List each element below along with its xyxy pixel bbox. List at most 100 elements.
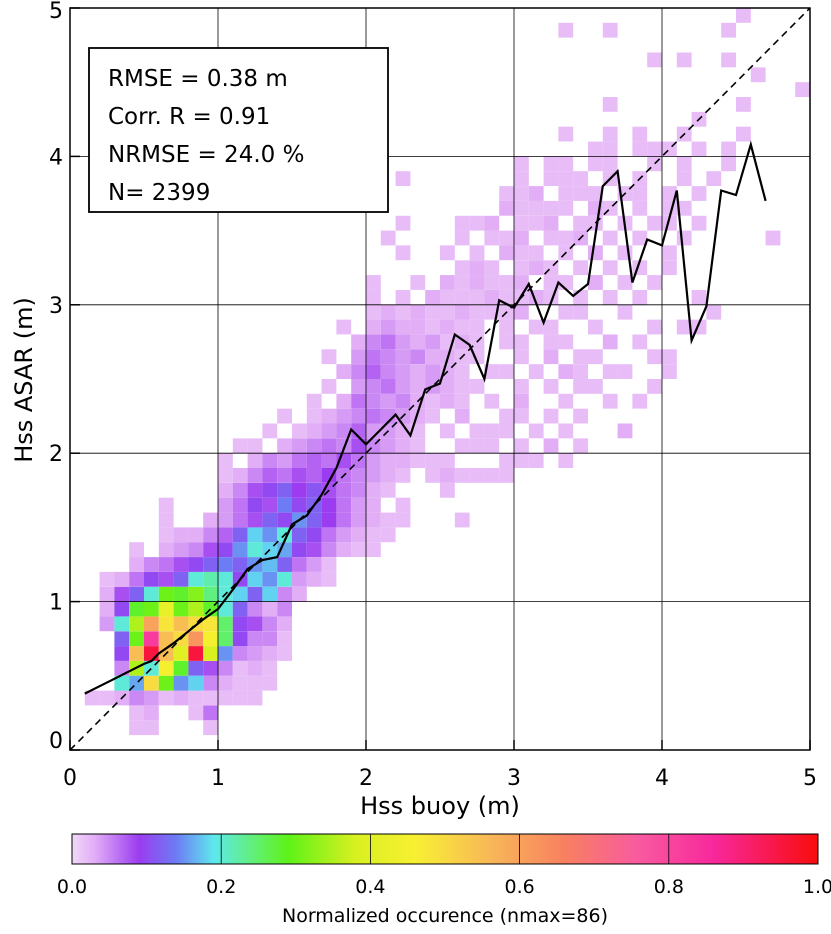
density-cell [647, 319, 662, 335]
density-cell [144, 616, 159, 632]
density-cell [292, 497, 307, 513]
density-cell [158, 690, 174, 706]
density-cell [395, 423, 411, 439]
density-cell [528, 423, 544, 439]
density-cell [203, 661, 218, 676]
density-cell [380, 379, 396, 394]
density-cell [617, 275, 633, 290]
density-cell [484, 230, 500, 246]
density-cell [543, 200, 559, 216]
density-cell [380, 349, 396, 365]
density-cell [99, 571, 115, 587]
density-cell [232, 601, 248, 617]
density-cell [425, 453, 440, 468]
density-cell [514, 379, 529, 394]
density-cell [262, 512, 278, 528]
density-cell [514, 171, 529, 186]
density-cell [277, 571, 292, 587]
density-cell [292, 438, 307, 454]
density-cell [514, 393, 529, 409]
density-cell [410, 319, 426, 335]
density-cell [247, 661, 263, 676]
stat-nrmse: NRMSE = 24.0 % [108, 142, 304, 168]
density-cell [558, 200, 574, 216]
density-cell [543, 408, 559, 424]
density-cell [144, 586, 159, 602]
density-cell [232, 646, 248, 661]
density-cell [336, 408, 352, 424]
colorbar-ticks: 0.0 0.2 0.4 0.6 0.8 1.0 [57, 834, 831, 898]
density-cell [691, 290, 707, 305]
density-cell [366, 468, 381, 483]
density-cell [173, 616, 189, 632]
density-cell [514, 349, 529, 365]
density-cell [499, 334, 514, 350]
density-cell [351, 512, 366, 528]
density-cell [144, 646, 159, 661]
density-cell [573, 408, 588, 424]
density-cell [321, 512, 337, 528]
plot-frame [69, 7, 811, 751]
density-cell [321, 379, 337, 394]
density-cell [262, 571, 278, 587]
density-cell [262, 468, 278, 483]
density-cell [721, 22, 736, 38]
density-cell [351, 334, 366, 350]
density-cell [114, 586, 130, 602]
density-cell [380, 364, 396, 379]
density-cell [336, 497, 352, 513]
density-cell [617, 423, 633, 439]
density-cell [366, 527, 381, 543]
density-cell [366, 319, 381, 335]
y-tick-label: 3 [49, 294, 63, 319]
density-cell [336, 512, 352, 528]
density-cell [573, 364, 588, 379]
stats-box: RMSE = 0.38 m Corr. R = 0.91 NRMSE = 24.… [88, 47, 389, 213]
density-cell [469, 304, 485, 320]
density-cell [232, 661, 248, 676]
density-cell [366, 275, 381, 290]
density-cell [573, 290, 588, 305]
density-cell [543, 379, 559, 394]
density-cell [454, 512, 470, 528]
density-cell [173, 690, 189, 706]
density-cell [499, 453, 514, 468]
density-cell [691, 141, 707, 157]
density-cell [454, 438, 470, 454]
density-cell [129, 616, 144, 632]
density-cell [232, 527, 248, 543]
density-cell [218, 601, 233, 617]
density-cell [144, 720, 159, 736]
density-cell [632, 290, 648, 305]
density-cell [247, 675, 263, 691]
density-cell [425, 393, 440, 409]
density-cell [188, 542, 204, 557]
density-cell [277, 646, 292, 661]
density-cell [247, 512, 263, 528]
density-cell [632, 141, 648, 157]
density-cell [632, 334, 648, 350]
density-cell [292, 468, 307, 483]
density-cell [795, 82, 810, 97]
density-cell [425, 364, 440, 379]
density-cell [736, 97, 751, 112]
density-cell [188, 601, 204, 617]
density-cell [528, 319, 544, 335]
density-cell [425, 319, 440, 335]
density-cell [262, 586, 278, 602]
density-cell [203, 675, 218, 691]
density-cell [173, 661, 189, 676]
density-cell [158, 661, 174, 676]
density-cell [262, 616, 278, 632]
density-cell [440, 319, 455, 335]
density-cell [218, 571, 233, 587]
density-cell [321, 557, 337, 572]
density-cell [336, 319, 352, 335]
density-cell [144, 557, 159, 572]
density-cell [499, 364, 514, 379]
density-cell [395, 512, 411, 528]
density-cell [218, 646, 233, 661]
density-cell [736, 8, 751, 23]
density-cell [395, 215, 411, 231]
density-cell [321, 542, 337, 557]
